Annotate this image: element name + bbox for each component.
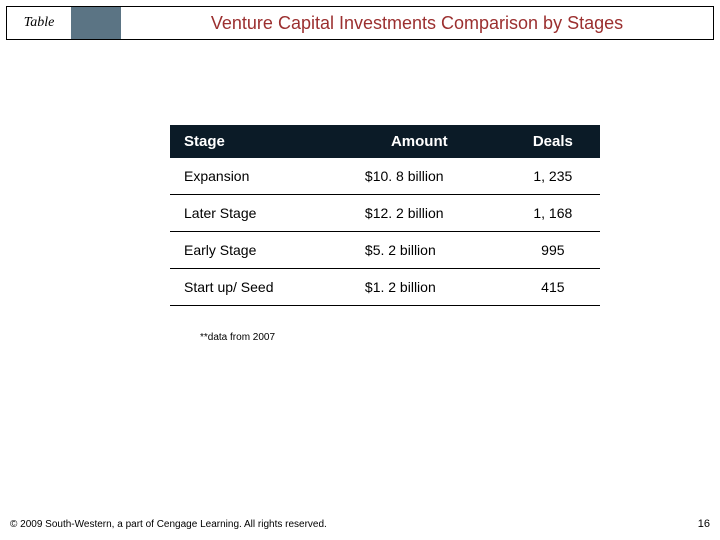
slide-title: Venture Capital Investments Comparison b… [121, 7, 713, 39]
cell-deals: 1, 235 [506, 158, 600, 195]
copyright: © 2009 South-Western, a part of Cengage … [10, 519, 327, 530]
cell-stage: Start up/ Seed [170, 269, 333, 306]
cell-deals: 415 [506, 269, 600, 306]
table-row: Later Stage $12. 2 billion 1, 168 [170, 195, 600, 232]
cell-stage: Early Stage [170, 232, 333, 269]
cell-deals: 1, 168 [506, 195, 600, 232]
table-header-row: Stage Amount Deals [170, 125, 600, 158]
col-header-amount: Amount [333, 125, 506, 158]
comparison-table: Stage Amount Deals Expansion $10. 8 bill… [170, 125, 600, 306]
header-spacer [71, 7, 121, 39]
cell-amount: $1. 2 billion [333, 269, 506, 306]
slide: Table Venture Capital Investments Compar… [0, 0, 720, 540]
cell-amount: $12. 2 billion [333, 195, 506, 232]
page-number: 16 [698, 518, 710, 530]
table-row: Expansion $10. 8 billion 1, 235 [170, 158, 600, 195]
cell-stage: Expansion [170, 158, 333, 195]
slide-header: Table Venture Capital Investments Compar… [6, 6, 714, 40]
cell-deals: 995 [506, 232, 600, 269]
header-tab-label: Table [7, 7, 71, 39]
col-header-deals: Deals [506, 125, 600, 158]
cell-amount: $10. 8 billion [333, 158, 506, 195]
cell-amount: $5. 2 billion [333, 232, 506, 269]
cell-stage: Later Stage [170, 195, 333, 232]
table-row: Start up/ Seed $1. 2 billion 415 [170, 269, 600, 306]
table-row: Early Stage $5. 2 billion 995 [170, 232, 600, 269]
footnote: **data from 2007 [200, 332, 275, 343]
col-header-stage: Stage [170, 125, 333, 158]
